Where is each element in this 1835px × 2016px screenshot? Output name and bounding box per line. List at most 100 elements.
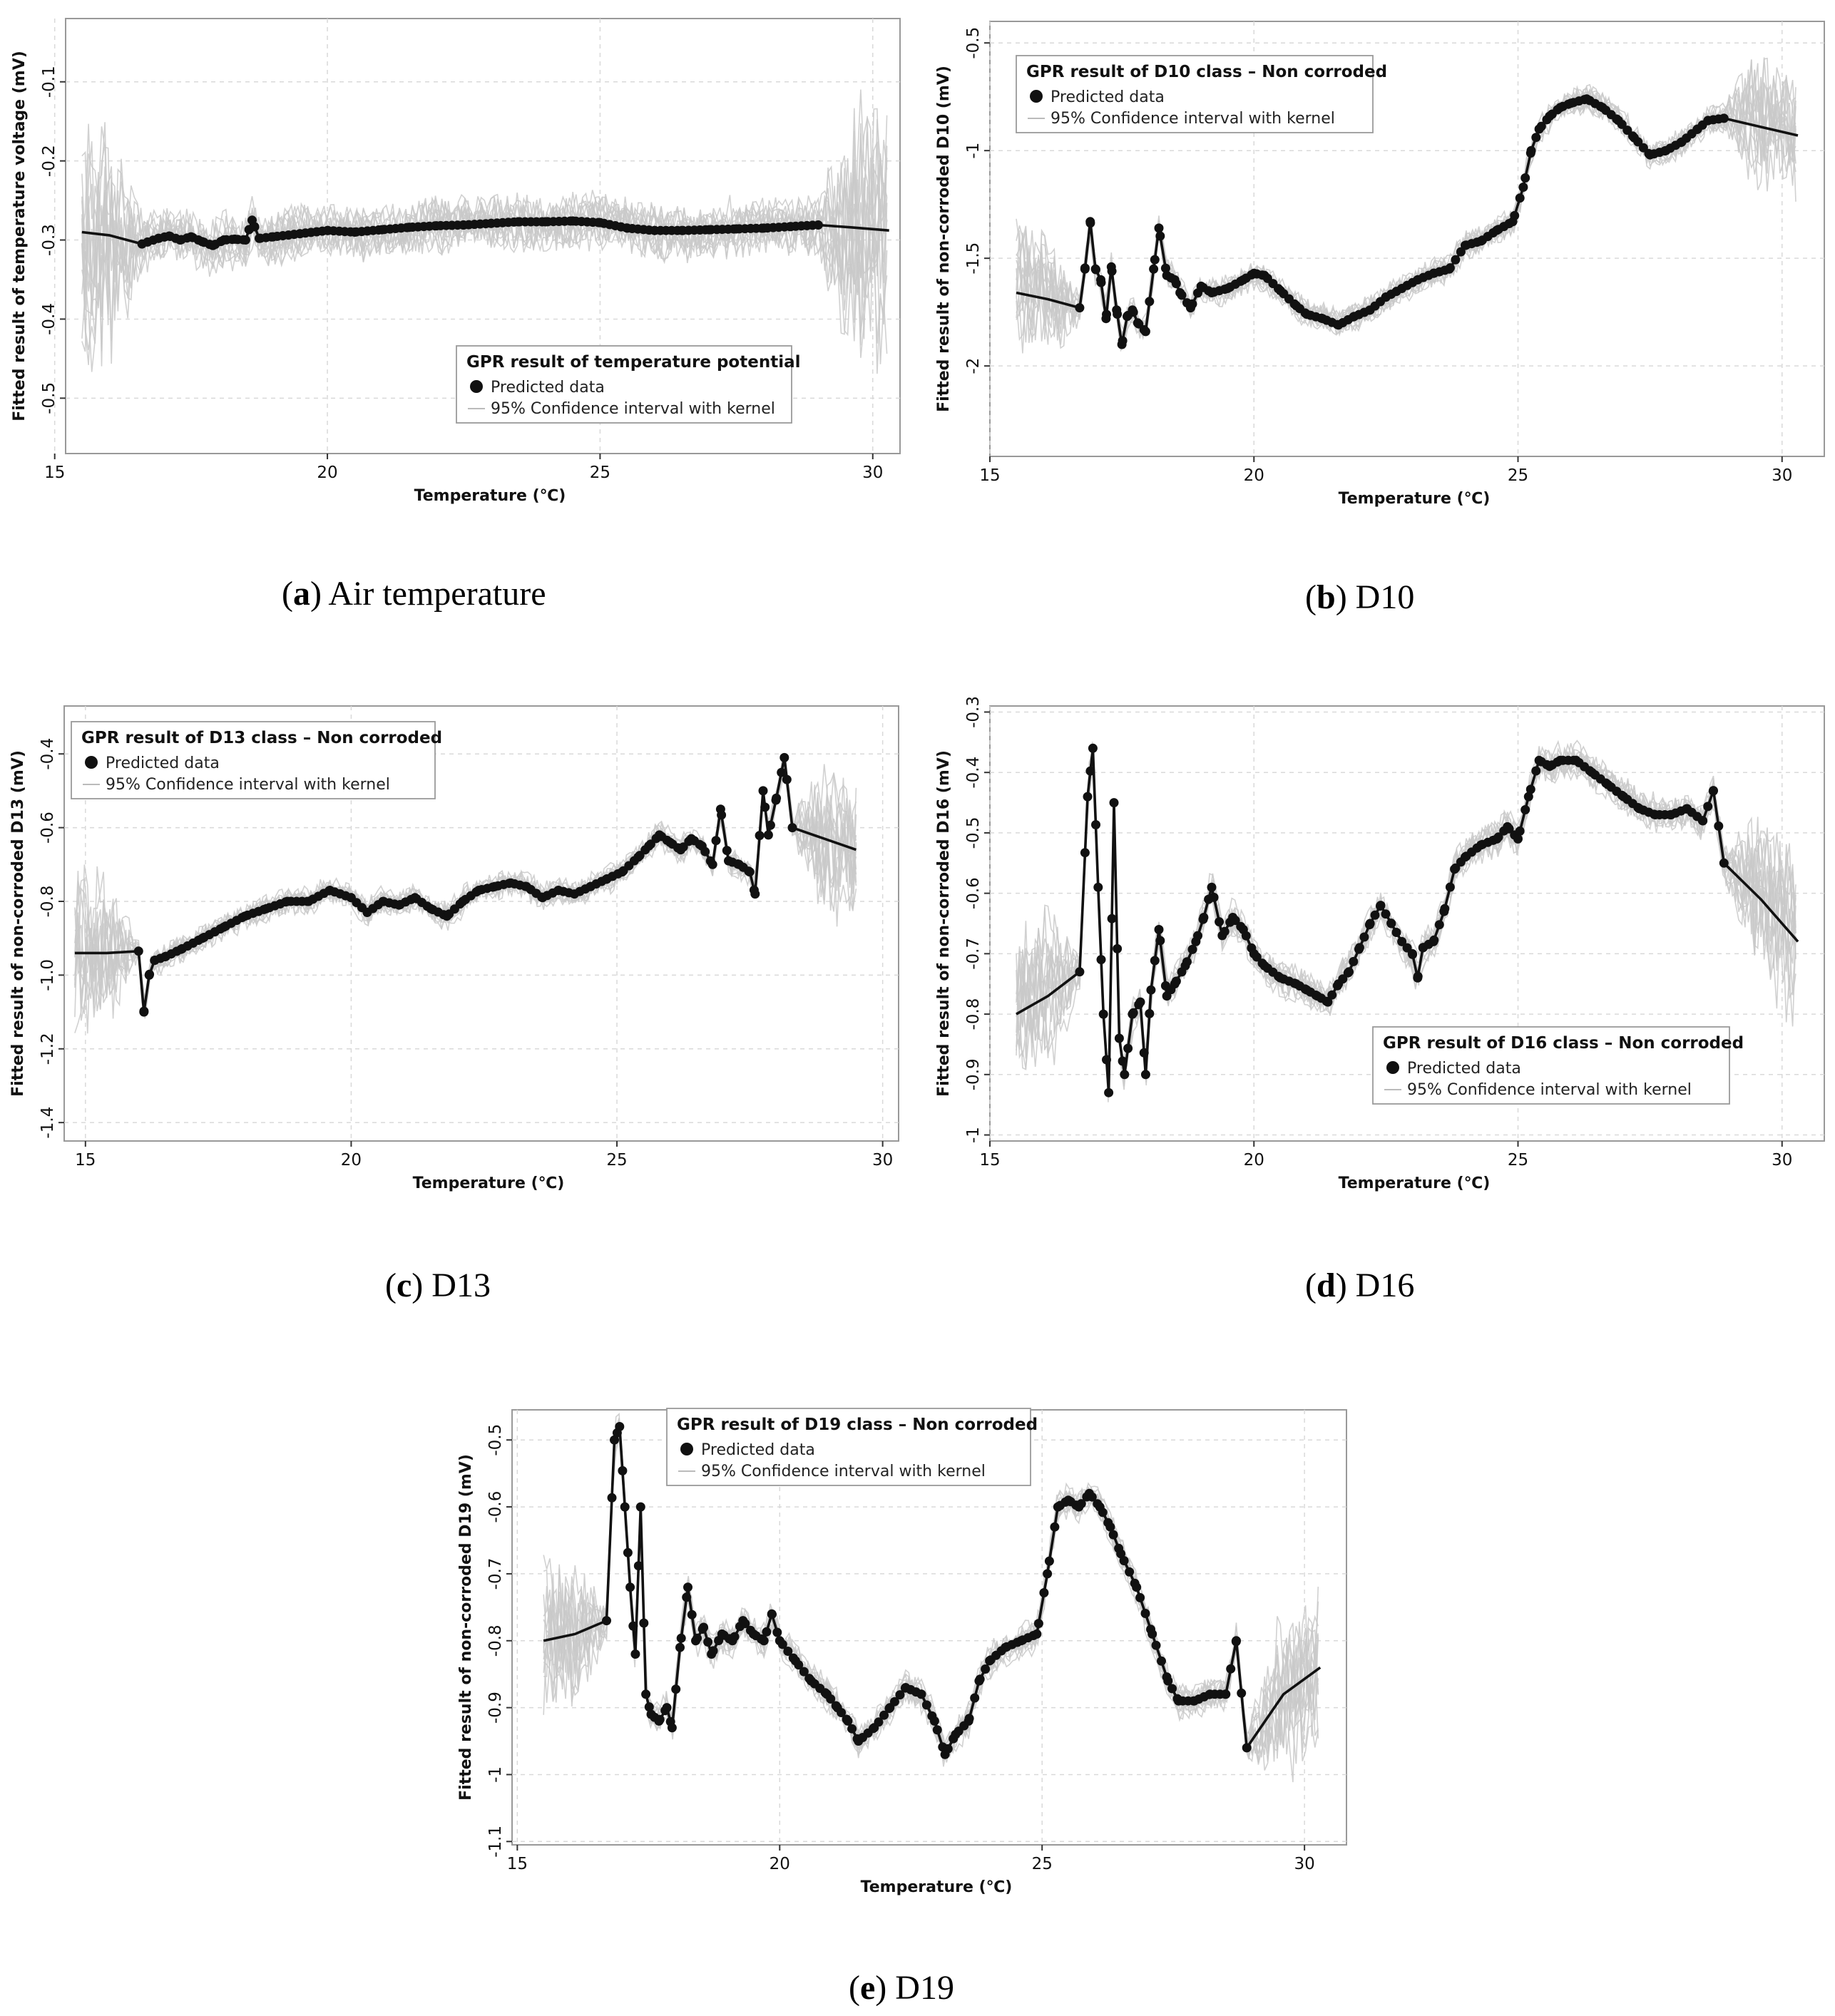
predicted-point xyxy=(1520,173,1530,183)
predicted-point xyxy=(1107,266,1117,276)
caption-e-text: D19 xyxy=(895,1969,954,2007)
predicted-point xyxy=(794,1660,804,1670)
predicted-point xyxy=(772,1627,782,1637)
x-tick-label: 30 xyxy=(862,464,883,482)
predicted-point xyxy=(1370,910,1380,920)
predicted-point xyxy=(1536,121,1546,131)
predicted-point xyxy=(740,1619,750,1629)
predicted-point xyxy=(783,1647,793,1656)
predicted-point xyxy=(628,1621,638,1631)
predicted-point xyxy=(730,1632,740,1642)
y-axis-label: Fitted result of non-corroded D13 (mV) xyxy=(9,750,27,1097)
predicted-point xyxy=(745,867,755,877)
x-tick-label: 25 xyxy=(1508,1151,1528,1170)
predicted-point xyxy=(1413,971,1423,981)
x-axis-label: Temperature (℃) xyxy=(1339,1175,1491,1192)
predicted-point xyxy=(1150,255,1160,265)
predicted-point xyxy=(1230,916,1240,926)
predicted-point xyxy=(1397,936,1407,946)
x-tick-label: 15 xyxy=(507,1855,528,1873)
predicted-point xyxy=(975,1674,985,1684)
ci-line xyxy=(81,168,888,367)
predicted-point xyxy=(602,1616,611,1626)
legend-item-ci: 95% Confidence interval with kernel xyxy=(106,776,390,794)
y-tick-label: -1.2 xyxy=(39,1033,57,1065)
predicted-point xyxy=(635,1502,645,1512)
y-tick-label: -1 xyxy=(486,1766,505,1783)
predicted-point xyxy=(1429,935,1439,945)
predicted-point xyxy=(675,1642,685,1652)
legend-item-ci: 95% Confidence interval with kernel xyxy=(1407,1081,1692,1099)
x-tick-label: 15 xyxy=(979,1151,1000,1170)
ci-line xyxy=(1016,751,1796,1085)
legend-point-marker xyxy=(1386,1061,1399,1074)
predicted-point xyxy=(1088,743,1098,753)
x-tick-label: 25 xyxy=(1032,1855,1053,1873)
predicted-point xyxy=(826,1694,836,1704)
predicted-point xyxy=(750,889,760,899)
predicted-point xyxy=(711,836,721,846)
legend-title: GPR result of D19 class – Non corroded xyxy=(677,1416,1038,1434)
predicted-point xyxy=(139,1006,149,1016)
y-tick-label: -0.3 xyxy=(964,696,983,728)
predicted-point xyxy=(1513,834,1523,844)
predicted-point xyxy=(1087,1492,1097,1502)
predicted-point xyxy=(1167,1684,1177,1694)
predicted-point xyxy=(1515,826,1525,836)
legend-item-predicted: Predicted data xyxy=(106,754,220,772)
predicted-point xyxy=(755,831,765,841)
predicted-point xyxy=(1147,1629,1157,1639)
y-tick-label: -0.5 xyxy=(486,1424,505,1456)
x-tick-label: 25 xyxy=(1508,466,1528,485)
predicted-point xyxy=(970,1693,980,1703)
predicted-point xyxy=(1408,949,1418,959)
predicted-point xyxy=(707,859,717,869)
predicted-point xyxy=(1220,926,1230,936)
predicted-point xyxy=(1085,766,1095,776)
predicted-point xyxy=(1093,882,1103,892)
predicted-point xyxy=(1365,919,1375,928)
caption-e-letter: e xyxy=(859,1969,876,2007)
legend-point-marker xyxy=(470,380,483,393)
ci-line xyxy=(81,108,888,289)
fit-extrapolation-left xyxy=(1016,971,1080,1015)
predicted-point xyxy=(1151,1640,1161,1650)
legend-box xyxy=(1016,55,1374,133)
predicted-point xyxy=(932,1725,942,1735)
x-axis-label: Temperature (℃) xyxy=(1339,490,1491,508)
predicted-point xyxy=(1531,766,1541,776)
predicted-point xyxy=(1125,1567,1135,1577)
legend-point-marker xyxy=(85,756,98,769)
predicted-point xyxy=(250,222,260,232)
predicted-point xyxy=(625,1582,635,1592)
predicted-point xyxy=(1135,1592,1145,1602)
predicted-point xyxy=(1510,210,1520,220)
predicted-point xyxy=(1526,145,1536,155)
y-axis-label: Fitted result of non-corroded D19 (mV) xyxy=(457,1454,475,1801)
predicted-point xyxy=(1116,1549,1126,1559)
predicted-point xyxy=(630,1649,640,1659)
fit-extrapolation-left xyxy=(1016,291,1080,309)
predicted-point xyxy=(1703,802,1713,812)
y-tick-label: -0.8 xyxy=(39,886,57,918)
caption-a-letter: a xyxy=(292,575,310,613)
y-tick-label: -0.9 xyxy=(964,1058,983,1090)
y-tick-label: -0.5 xyxy=(964,817,983,849)
predicted-point xyxy=(1445,882,1455,892)
predicted-point xyxy=(133,946,143,956)
predicted-point xyxy=(1523,792,1533,802)
predicted-point xyxy=(847,1724,857,1734)
predicted-point xyxy=(767,1610,777,1620)
predicted-point xyxy=(1032,1629,1042,1639)
predicted-point xyxy=(1386,919,1396,928)
predicted-point xyxy=(1139,1048,1149,1058)
predicted-point xyxy=(799,1667,809,1677)
y-tick-label: -0.7 xyxy=(964,938,983,970)
caption-d-text: D16 xyxy=(1355,1267,1415,1304)
predicted-point xyxy=(759,1636,769,1646)
legend: GPR result of D13 class – Non corroded Pr… xyxy=(71,721,442,799)
predicted-point xyxy=(1617,119,1627,129)
predicted-point xyxy=(921,1700,931,1710)
caption-e: (e) D19 xyxy=(849,1969,954,2007)
predicted-point xyxy=(620,1502,630,1512)
